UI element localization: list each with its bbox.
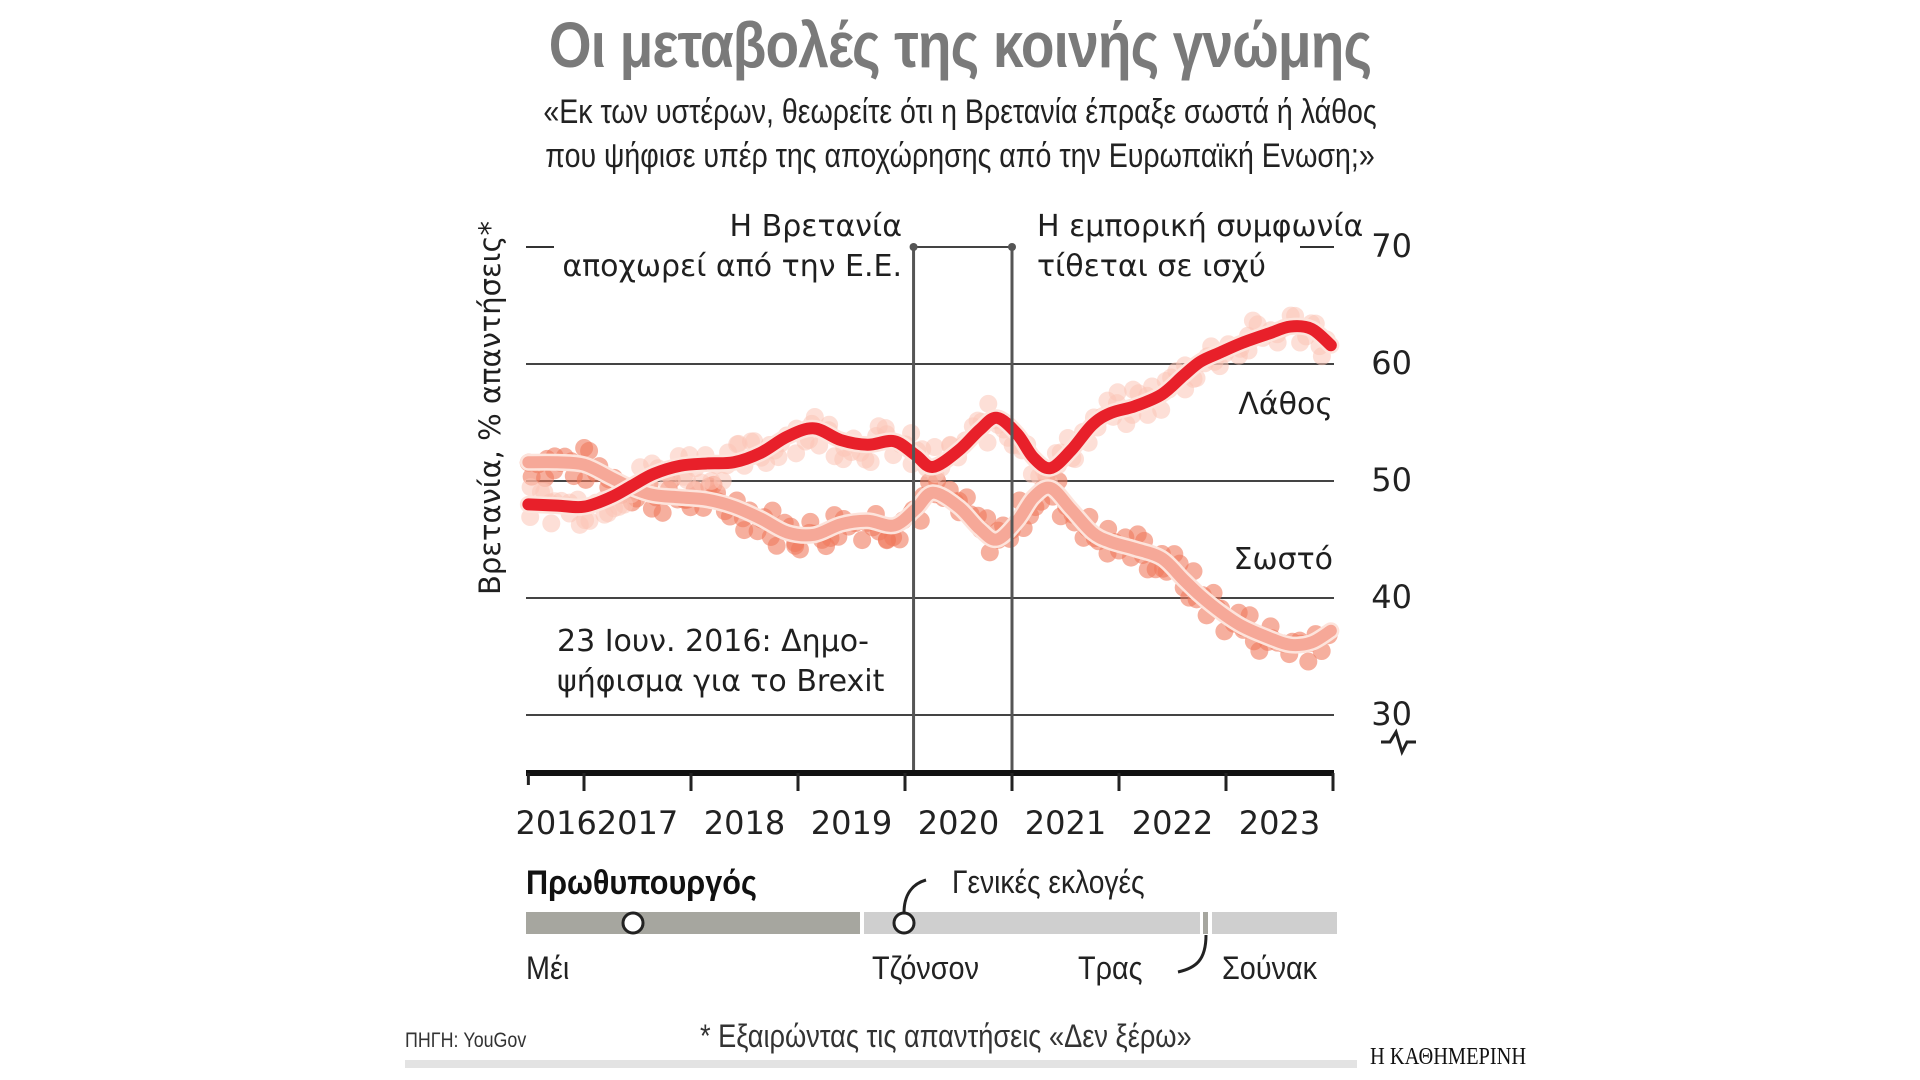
y-tick-label-60: 60 — [1371, 344, 1412, 382]
election-label: Γενικές εκλογές — [952, 864, 1145, 900]
scatter-point-right — [653, 503, 672, 522]
y-axis-ticks: 30 40 50 60 70 — [1371, 227, 1412, 733]
pm-name-sunak: Σούνακ — [1222, 950, 1318, 986]
x-tick-label-2023: 2023 — [1239, 804, 1320, 842]
chart-subtitle: «Εκ των υστέρων, θεωρείτε ότι η Βρετανία… — [154, 90, 1767, 178]
series-label-right: Σωστό — [1233, 542, 1333, 577]
annotation-trade-line1: Η εμπορική συμφωνία — [1037, 209, 1363, 244]
event-markers — [909, 243, 1016, 773]
pm-name-truss: Τρας — [1078, 950, 1143, 986]
scatter-point-right — [735, 521, 754, 540]
pm-bar-truss — [1203, 912, 1208, 934]
y-tick-label-70: 70 — [1371, 227, 1412, 265]
trend-line-right — [522, 456, 1337, 652]
trend-lines — [519, 317, 1340, 654]
chart-title: Οι μεταβολές της κοινής γνώμης — [548, 9, 1372, 81]
x-axis-labels: 2016 2017 2018 2019 2020 2021 2022 2023 — [515, 804, 1320, 842]
annotation-trade-line2: τίθεται σε ισχύ — [1037, 249, 1266, 284]
truss-leader-line — [1177, 934, 1208, 974]
x-tick-label-2016: 2016 — [515, 804, 596, 842]
annotation-leave-line2: αποχωρεί από την Ε.Ε. — [562, 249, 902, 284]
x-tick-label-2018: 2018 — [704, 804, 785, 842]
y-axis-label: Βρετανία, % απαντήσεις* — [473, 221, 507, 595]
annotation-referendum-line2: ψήφισμα για το Brexit — [557, 664, 885, 699]
y-tick-label-30: 30 — [1371, 695, 1412, 733]
scatter-point-wrong — [979, 394, 998, 413]
source-label: ΠΗΓΗ: YouGov — [405, 1029, 527, 1052]
axis-break-icon — [1381, 728, 1416, 757]
trend-line-wrong — [522, 320, 1337, 514]
scatter-point-wrong — [580, 511, 599, 530]
event-marker-dot-2 — [1008, 243, 1016, 251]
pm-name-may: Μέι — [526, 950, 570, 986]
scatter-point-wrong — [861, 452, 880, 471]
pm-title: Πρωθυπουργός — [526, 864, 757, 902]
footer-divider — [405, 1060, 1357, 1068]
pm-timeline — [526, 878, 1337, 974]
election-marker-2019 — [892, 911, 916, 935]
x-tick-label-2021: 2021 — [1025, 804, 1106, 842]
election-leader-line — [902, 878, 927, 914]
scatter-point-right — [580, 441, 599, 460]
scatter-point-right — [790, 540, 809, 559]
pm-bar-sunak — [1212, 912, 1337, 934]
x-tick-label-2019: 2019 — [811, 804, 892, 842]
scatter-point-right — [890, 530, 909, 549]
pm-bar-johnson — [864, 912, 1200, 934]
pm-bar-may — [526, 912, 860, 934]
election-marker-2017 — [621, 911, 645, 935]
scatter-point-wrong — [902, 424, 921, 443]
x-tick-label-2017: 2017 — [597, 804, 678, 842]
event-marker-dot-1 — [909, 243, 918, 251]
scatter-point-wrong — [1108, 383, 1127, 402]
x-axis — [526, 770, 1335, 791]
series-label-wrong: Λάθος — [1238, 387, 1333, 422]
y-tick-label-40: 40 — [1371, 578, 1412, 616]
x-tick-label-2022: 2022 — [1132, 804, 1213, 842]
scatter-point-right — [1299, 652, 1318, 671]
subtitle-line-2: που ψήφισε υπέρ της αποχώρησης από την Ε… — [545, 137, 1375, 175]
x-tick-label-2020: 2020 — [918, 804, 999, 842]
scatter-point-wrong — [542, 514, 561, 533]
annotation-referendum-line1: 23 Ιουν. 2016: Δημο- — [557, 624, 869, 659]
scatter-point-right — [853, 531, 872, 550]
scatter-point-wrong — [810, 436, 829, 455]
pm-name-johnson: Τζόνσον — [872, 950, 979, 986]
footnote: * Εξαιρώντας τις απαντήσεις «Δεν ξέρω» — [700, 1018, 1192, 1054]
scatter-point-right — [767, 536, 786, 555]
scatter-point-wrong — [713, 471, 732, 490]
y-tick-label-50: 50 — [1371, 461, 1412, 499]
publisher-logo: Η ΚΑΘΗΜΕΡΙΝΗ — [1370, 1044, 1527, 1070]
subtitle-line-1: «Εκ των υστέρων, θεωρείτε ότι η Βρετανία… — [543, 93, 1377, 131]
scatter-point-wrong — [925, 438, 944, 457]
annotation-leave-line1: Η Βρετανία — [730, 209, 902, 244]
